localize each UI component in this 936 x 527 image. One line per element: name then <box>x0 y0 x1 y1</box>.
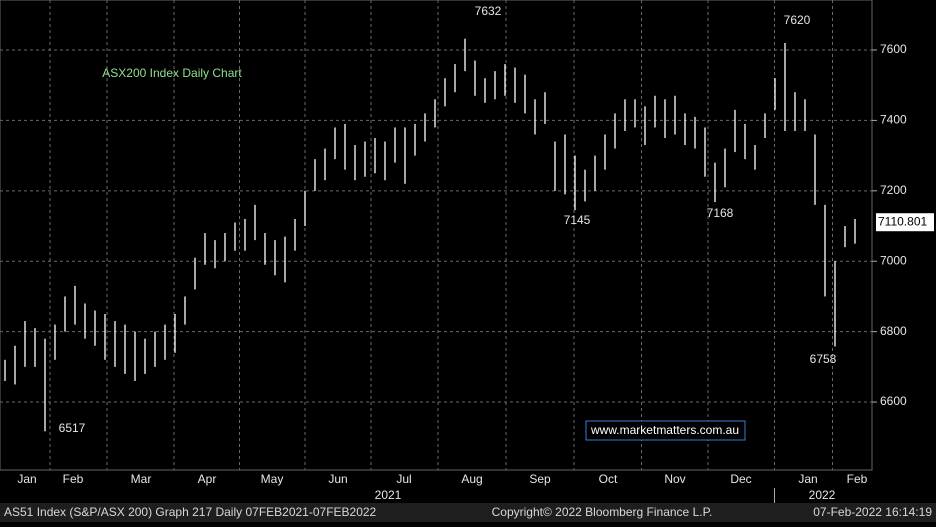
x-tick-label: Jan <box>798 472 817 486</box>
x-tick-label: Dec <box>730 472 751 486</box>
footer-left: AS51 Index (S&P/ASX 200) Graph 217 Daily… <box>4 505 377 519</box>
x-tick-label: Apr <box>198 472 217 486</box>
watermark: www.marketmatters.com.au <box>590 423 739 437</box>
annotation: 6517 <box>59 421 86 435</box>
annotation: 7620 <box>784 13 811 27</box>
annotation: 7632 <box>475 4 502 18</box>
x-tick-label: Mar <box>131 472 152 486</box>
plot-area <box>0 0 873 471</box>
y-tick-label: 7200 <box>880 183 907 197</box>
x-tick-label: May <box>261 472 284 486</box>
annotation: 6758 <box>810 352 837 366</box>
annotation: 7145 <box>564 213 591 227</box>
x-tick-label: Feb <box>63 472 84 486</box>
x-tick-label: Sep <box>529 472 551 486</box>
footer-center: Copyright© 2022 Bloomberg Finance L.P. <box>492 505 713 519</box>
year-label: 2021 <box>375 488 402 502</box>
last-price-box <box>876 213 934 232</box>
last-price-label: 7110.801 <box>878 214 927 228</box>
watermark-box <box>585 420 746 441</box>
footer-right: 07-Feb-2022 16:14:19 <box>813 505 932 519</box>
x-tick-label: Jul <box>396 472 411 486</box>
chart-title: ASX200 Index Daily Chart <box>102 66 242 80</box>
footer-bar <box>0 503 936 522</box>
y-tick-label: 7400 <box>880 113 907 127</box>
y-tick-label: 7000 <box>880 253 907 267</box>
y-tick-label: 6800 <box>880 324 907 338</box>
annotation: 7168 <box>707 206 734 220</box>
y-tick-label: 6600 <box>880 394 907 408</box>
x-tick-label: Jan <box>17 472 36 486</box>
x-tick-label: Oct <box>599 472 618 486</box>
y-tick-label: 7600 <box>880 42 907 56</box>
x-tick-label: Feb <box>847 472 868 486</box>
x-tick-label: Nov <box>664 472 685 486</box>
year-label: 2022 <box>809 488 836 502</box>
x-tick-label: Jun <box>328 472 347 486</box>
x-tick-label: Aug <box>461 472 482 486</box>
